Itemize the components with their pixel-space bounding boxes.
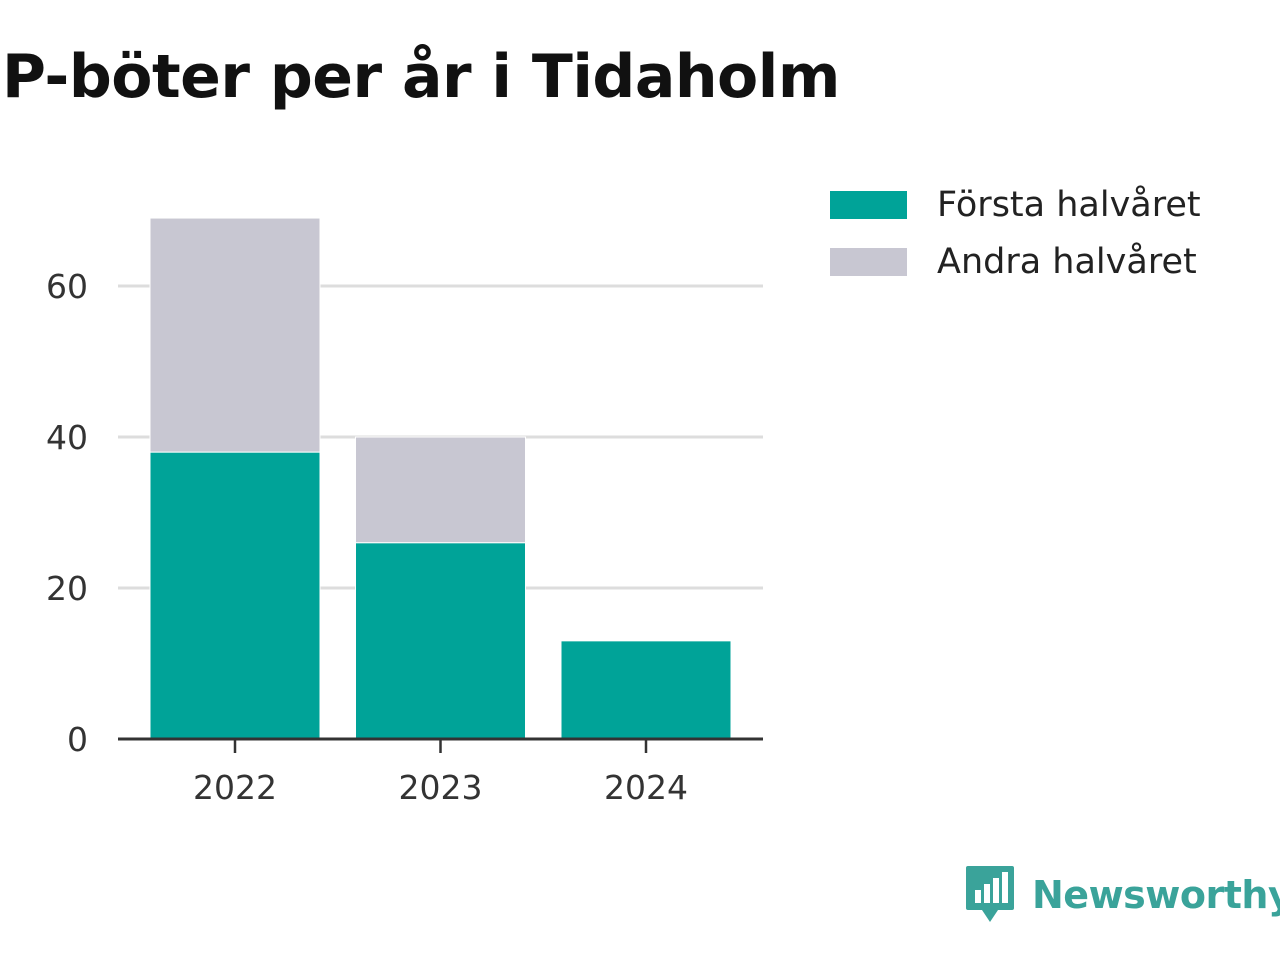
brand-name: Newsworthy: [1032, 873, 1280, 917]
bar-chart-speech-bubble-icon: [966, 866, 1014, 922]
y-tick-label-0: 0: [67, 720, 88, 759]
x-tick-label-2023: 2023: [399, 768, 483, 807]
y-tick-label-20: 20: [46, 569, 88, 608]
brand-logo: Newsworthy: [964, 864, 1280, 926]
legend-label-first-half: Första halvåret: [937, 184, 1201, 225]
bar-2022-series-1: [149, 217, 321, 453]
legend-swatch-first-half: [830, 190, 907, 219]
axes: 0 20 40 60 2022 2023 2024: [46, 267, 763, 807]
legend: Första halvåret Andra halvåret: [830, 176, 1201, 290]
y-tick-label-40: 40: [46, 418, 88, 457]
bar-2023-series-0: [355, 542, 526, 740]
bar-2022-series-0: [149, 451, 321, 740]
bar-2024-series-0: [560, 640, 732, 740]
legend-swatch-second-half: [830, 247, 907, 276]
x-tick-label-2022: 2022: [193, 768, 277, 807]
legend-item-second-half: Andra halvåret: [830, 233, 1201, 290]
bars: [149, 217, 732, 740]
legend-label-second-half: Andra halvåret: [937, 241, 1197, 282]
x-tick-label-2024: 2024: [604, 768, 688, 807]
y-tick-label-60: 60: [46, 267, 88, 306]
chart-title: P-böter per år i Tidaholm: [2, 42, 840, 112]
bar-2023-series-1: [355, 436, 526, 544]
legend-item-first-half: Första halvåret: [830, 176, 1201, 233]
